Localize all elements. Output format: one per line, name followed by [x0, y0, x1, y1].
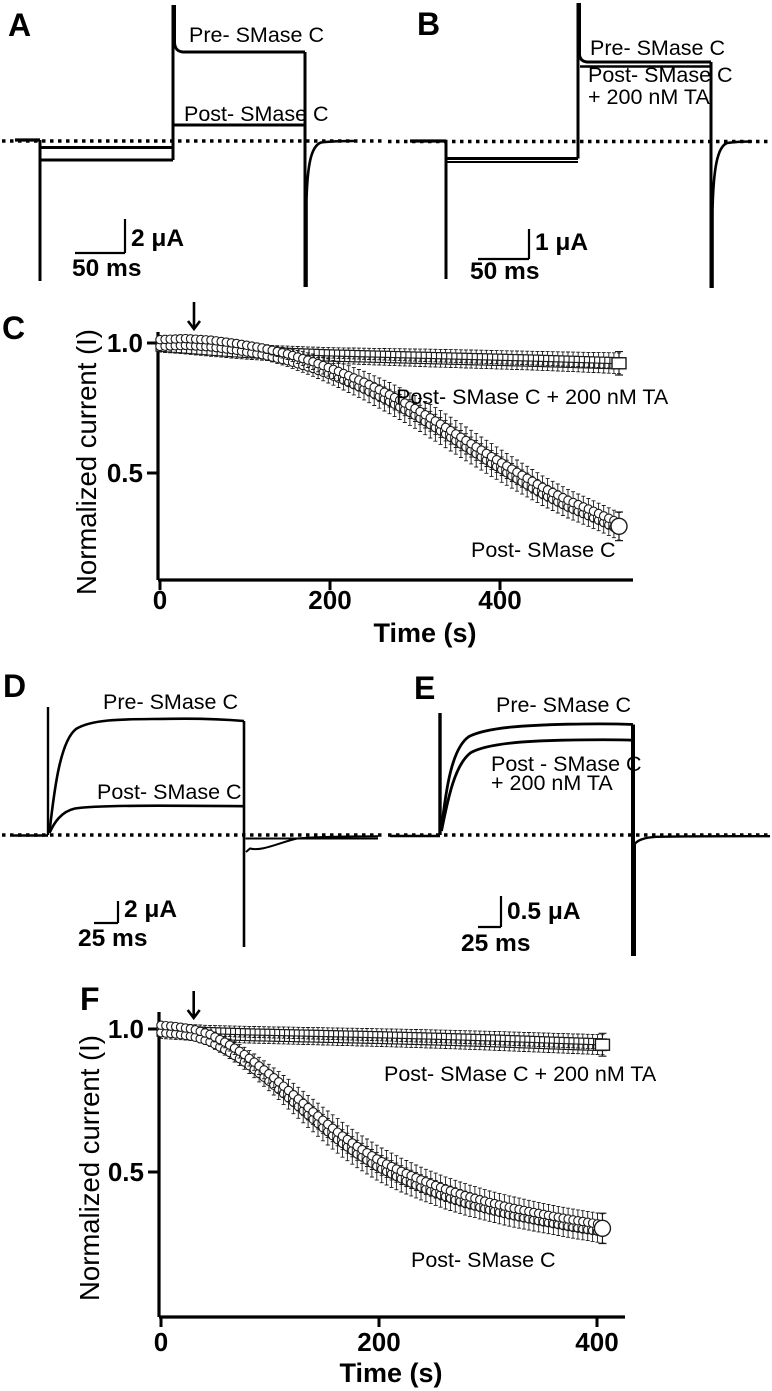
final-square-marker — [594, 1038, 611, 1051]
axis-lines — [157, 1012, 625, 1319]
panel-b: B Pre- SMase C Post- SMase C + 200 nM TA… — [388, 3, 770, 288]
panel-f-series-label-post: Post- SMase C — [411, 1248, 556, 1272]
panel-b-traces — [388, 3, 770, 288]
x-tick-label: 400 — [575, 1327, 618, 1357]
final-circle-marker — [593, 1219, 612, 1238]
panel-b-pre-label: Pre- SMase C — [590, 36, 725, 60]
panel-c: 1.0 0.5 0 200 400 C Normalized current (I) T… — [2, 302, 669, 648]
panel-a-traces — [2, 5, 383, 287]
panel-e-post-label-line2: + 200 nM TA — [491, 771, 613, 795]
panel-d: D Pre- SMase C Post- SMase C 2 μA 25 ms — [2, 668, 383, 952]
current-trace-path — [48, 804, 245, 834]
error-bars — [158, 342, 621, 541]
panel-e-pre-label: Pre- SMase C — [496, 693, 631, 717]
panel-d-scale-time-label: 25 ms — [78, 925, 147, 952]
current-trace-path — [440, 738, 634, 832]
annotation-arrow-head — [186, 1009, 201, 1021]
panel-a-scale-current-label: 2 μA — [131, 225, 184, 252]
current-trace-path — [75, 219, 127, 255]
panel-d-scale-current-label: 2 μA — [124, 896, 177, 923]
panel-d-traces — [2, 707, 383, 947]
current-trace-path — [94, 901, 120, 925]
panel-e: E Pre- SMase C Post - SMase C + 200 nM T… — [388, 670, 771, 957]
panel-c-plot-area: 1.0 0.5 0 200 400 — [107, 302, 633, 615]
current-trace-path — [578, 3, 711, 64]
panel-c-letter: C — [2, 310, 25, 346]
panel-e-letter: E — [414, 670, 435, 706]
current-trace-path — [173, 5, 305, 54]
x-tick-label: 200 — [308, 585, 351, 615]
panel-e-post-label-line1: Post - SMase C — [491, 752, 642, 776]
panel-a-letter: A — [8, 7, 31, 43]
panel-a: A Pre- SMase C Post- SMase C 2 μA 50 ms — [2, 5, 383, 287]
panel-e-scale-current-label: 0.5 μA — [507, 898, 581, 925]
panel-d-pre-label: Pre- SMase C — [103, 690, 238, 714]
axis-lines — [156, 332, 633, 582]
panel-b-letter: B — [417, 6, 440, 42]
panel-b-post-label-line2: + 200 nM TA — [588, 85, 710, 109]
panel-c-x-axis-label: Time (s) — [373, 618, 476, 648]
panel-f-series-label-ta: Post- SMase C + 200 nM TA — [384, 1062, 657, 1086]
y-tick-label: 1.0 — [108, 1014, 144, 1044]
panel-f-y-axis-label: Normalized current (I) — [74, 1035, 105, 1301]
y-tick-label: 0.5 — [107, 458, 143, 488]
panel-d-letter: D — [3, 668, 26, 704]
annotation-arrow-head — [186, 320, 202, 332]
x-tick-label: 0 — [154, 1327, 168, 1357]
panel-b-scale-current-label: 1 μA — [535, 229, 588, 256]
panel-e-scale-time-label: 25 ms — [461, 930, 530, 957]
current-trace-path — [245, 835, 379, 853]
panel-a-pre-label: Pre- SMase C — [189, 23, 324, 47]
panel-f-plot-area: 1.0 0.5 0 200 400 — [108, 991, 625, 1357]
final-square-marker — [611, 357, 627, 370]
final-circle-marker — [610, 517, 628, 535]
panel-f: 1.0 0.5 0 200 400 F Normalized current (I) T… — [74, 981, 657, 1388]
current-trace-path — [633, 834, 771, 956]
panel-c-y-axis-label: Normalized current (I) — [71, 329, 102, 595]
panel-f-x-axis-label: Time (s) — [339, 1358, 442, 1388]
panel-f-letter: F — [80, 981, 100, 1017]
y-tick-label: 1.0 — [107, 328, 143, 358]
x-tick-label: 200 — [357, 1327, 400, 1357]
panel-c-series-label-post: Post- SMase C — [471, 538, 616, 562]
x-tick-label: 0 — [153, 585, 167, 615]
panel-a-post-label: Post- SMase C — [184, 102, 329, 126]
current-trace-path — [48, 717, 245, 832]
current-trace-path — [478, 229, 531, 261]
x-tick-label: 400 — [478, 585, 521, 615]
current-trace-path — [478, 896, 503, 929]
panel-c-series-label-ta: Post- SMase C + 200 nM TA — [396, 385, 669, 409]
panel-b-scale-time-label: 50 ms — [470, 258, 539, 285]
y-tick-label: 0.5 — [108, 1157, 144, 1187]
current-trace-path — [711, 140, 753, 288]
current-trace-path — [305, 139, 355, 287]
panel-a-scale-time-label: 50 ms — [72, 255, 141, 282]
panel-b-post-label-line1: Post- SMase C — [588, 63, 733, 87]
current-trace-path — [440, 722, 634, 830]
panel-e-traces — [388, 713, 771, 956]
panel-d-post-label: Post- SMase C — [97, 780, 242, 804]
